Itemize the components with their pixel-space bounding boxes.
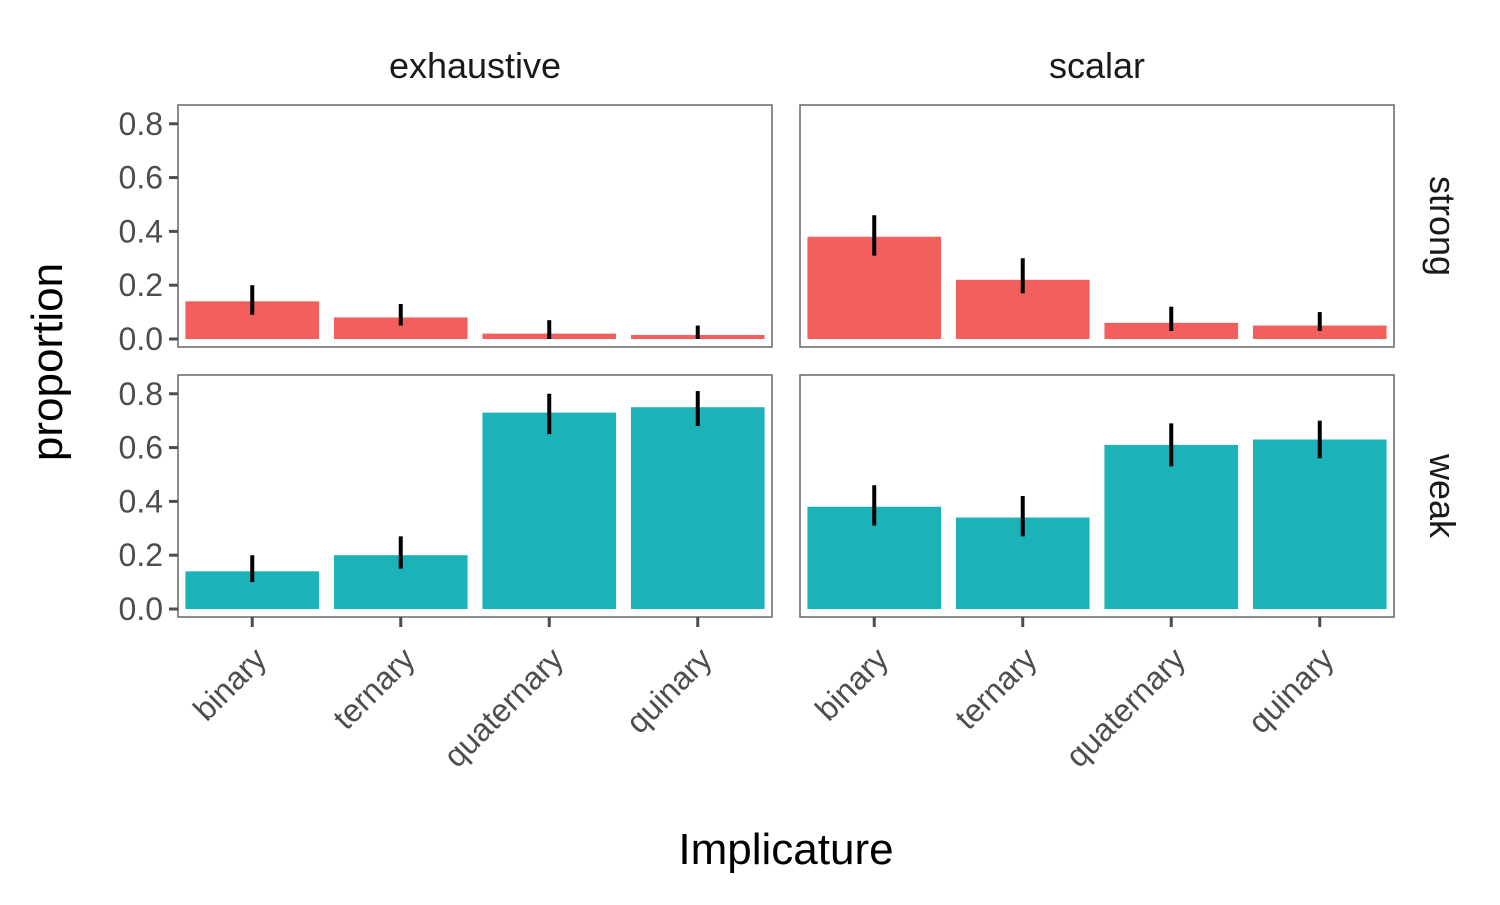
panel-border-exhaustive-weak bbox=[177, 374, 773, 618]
row-strip-strong: strong bbox=[1422, 176, 1463, 276]
x-tick-label-scalar-binary: binary bbox=[808, 640, 895, 727]
facet-title-exhaustive: exhaustive bbox=[389, 45, 561, 86]
bar-scalar-weak-quaternary bbox=[1104, 444, 1239, 609]
facet-title-scalar: scalar bbox=[1049, 45, 1145, 86]
y-tick-label-strong-1: 0.2 bbox=[119, 267, 163, 303]
x-tick-label-exhaustive-ternary: ternary bbox=[326, 640, 422, 736]
y-axis-title: proportion bbox=[23, 263, 72, 461]
x-axis-title: Implicature bbox=[678, 825, 893, 874]
y-tick-label-weak-1: 0.2 bbox=[119, 537, 163, 573]
panel-border-exhaustive-strong bbox=[177, 104, 773, 348]
y-tick-label-strong-0: 0.0 bbox=[119, 321, 163, 357]
bar-scalar-strong-quaternary bbox=[1104, 322, 1239, 339]
y-tick-label-weak-4: 0.8 bbox=[119, 376, 163, 412]
y-tick-label-strong-2: 0.4 bbox=[119, 213, 163, 249]
bar-scalar-strong-quinary bbox=[1252, 325, 1387, 339]
x-tick-label-exhaustive-binary: binary bbox=[186, 640, 273, 727]
y-tick-label-weak-2: 0.4 bbox=[119, 483, 163, 519]
x-tick-label-exhaustive-quaternary: quaternary bbox=[437, 640, 571, 774]
y-tick-label-weak-0: 0.0 bbox=[119, 591, 163, 627]
x-tick-label-scalar-quinary: quinary bbox=[1241, 640, 1341, 740]
y-tick-label-strong-3: 0.6 bbox=[119, 160, 163, 196]
y-tick-label-strong-4: 0.8 bbox=[119, 106, 163, 142]
bar-exhaustive-weak-quaternary bbox=[482, 412, 617, 609]
y-tick-label-weak-3: 0.6 bbox=[119, 430, 163, 466]
bar-exhaustive-weak-quinary bbox=[630, 407, 765, 609]
x-tick-label-scalar-ternary: ternary bbox=[948, 640, 1044, 736]
panel-border-scalar-weak bbox=[799, 374, 1395, 618]
x-tick-label-exhaustive-quinary: quinary bbox=[619, 640, 719, 740]
row-strip-weak: weak bbox=[1422, 453, 1463, 539]
panel-border-scalar-strong bbox=[799, 104, 1395, 348]
bar-scalar-weak-quinary bbox=[1252, 439, 1387, 609]
bar-exhaustive-strong-ternary bbox=[333, 317, 468, 339]
x-tick-label-scalar-quaternary: quaternary bbox=[1059, 640, 1193, 774]
